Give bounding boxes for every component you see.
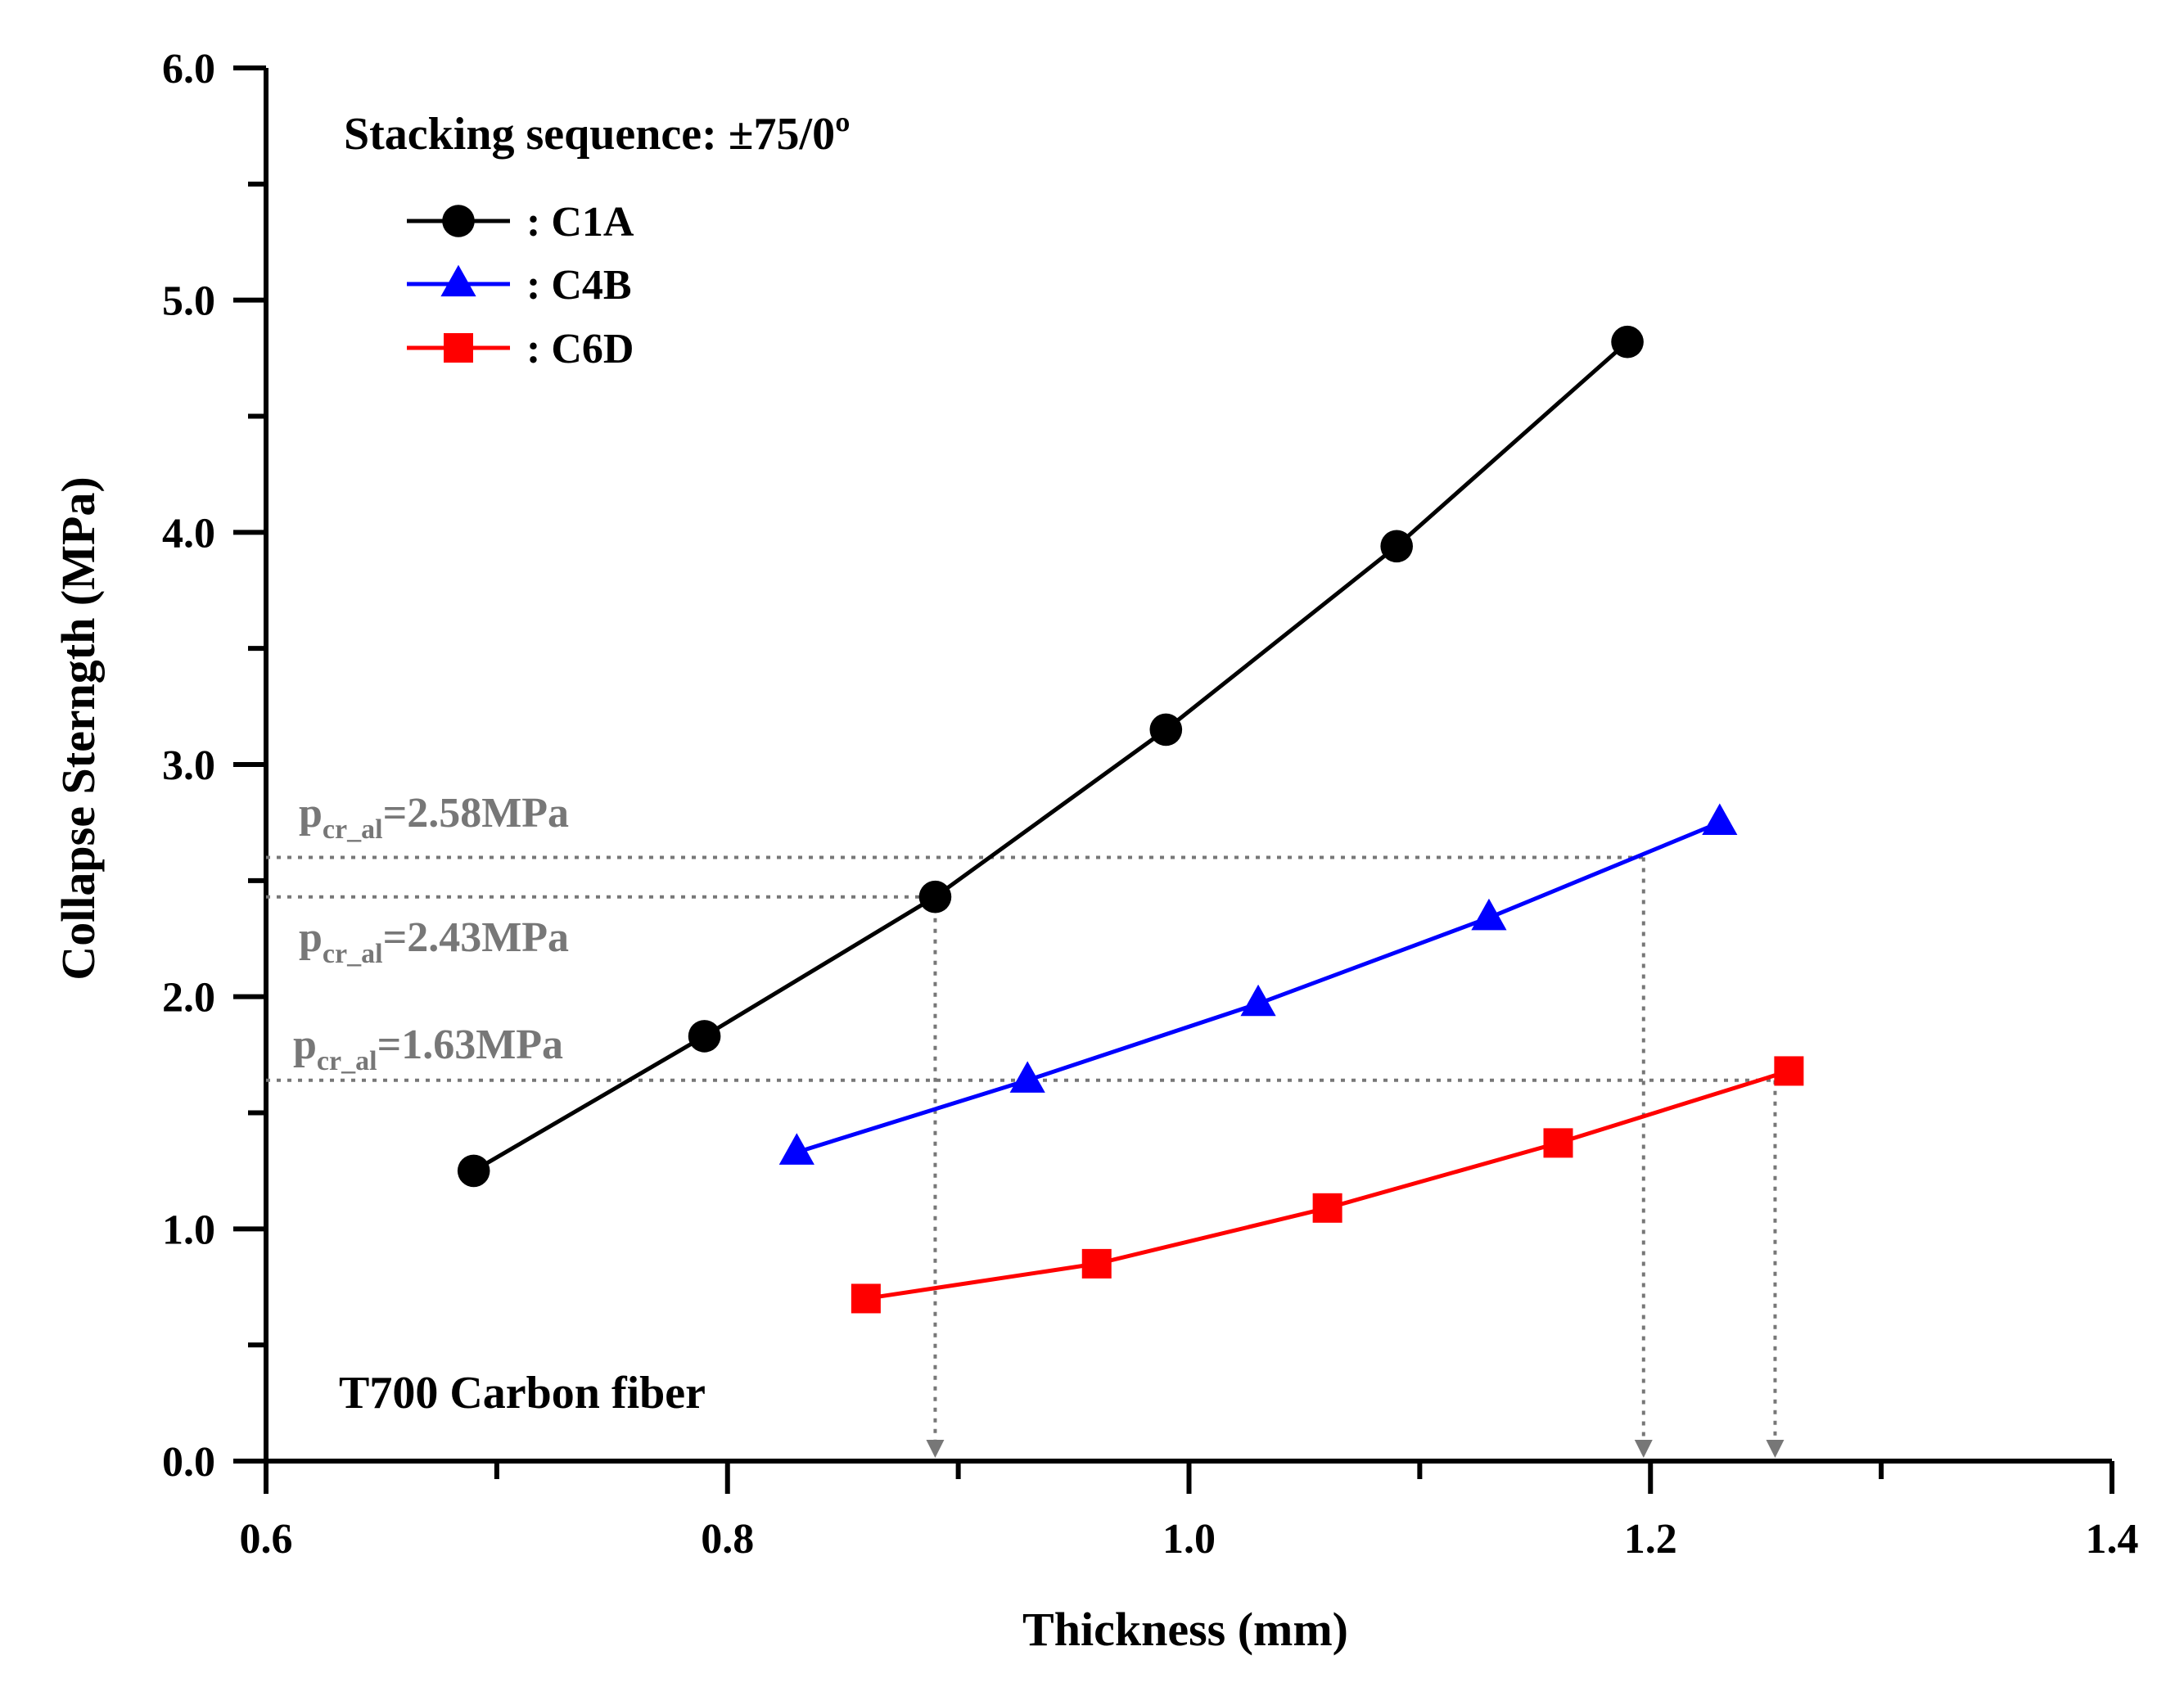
legend: : C1A : C4B : C6D <box>407 199 634 372</box>
reference-label: pcr_al=1.63MPa <box>293 1022 563 1076</box>
reference-arrow-head <box>926 1440 945 1458</box>
y-tick-label: 0.0 <box>162 1439 215 1486</box>
reference-label: pcr_al=2.43MPa <box>299 914 569 969</box>
reference-label: pcr_al=2.58MPa <box>299 790 569 845</box>
data-point-triangle <box>440 264 476 297</box>
data-point-circle <box>457 1154 490 1188</box>
axes: 0.0 1.0 2.0 3.0 4.0 5.0 6.0 0.6 0.8 1.0 1.2 1.4 <box>162 46 2139 1563</box>
annotation-text: T700 Carbon fiber <box>339 1368 706 1419</box>
data-series <box>457 325 1804 1314</box>
data-point-square <box>1774 1056 1804 1086</box>
series-line <box>865 1069 1790 1301</box>
y-tick-label: 1.0 <box>162 1207 215 1253</box>
y-tick-label: 6.0 <box>162 46 215 92</box>
x-tick-label: 0.6 <box>240 1516 293 1563</box>
data-point-circle <box>1149 713 1183 747</box>
legend-label: : C4B <box>526 262 632 309</box>
legend-label: : C6D <box>526 326 634 372</box>
data-point-circle <box>688 1020 721 1053</box>
data-point-circle <box>442 205 475 237</box>
data-point-triangle <box>1009 1061 1045 1093</box>
reference-arrow-head <box>1634 1440 1653 1458</box>
x-tick-label: 1.4 <box>2086 1516 2139 1563</box>
x-axis-label: Thickness (mm) <box>1022 1603 1348 1656</box>
data-point-square <box>1543 1128 1573 1158</box>
legend-label: : C1A <box>526 199 634 246</box>
x-tick-label: 0.8 <box>701 1516 754 1563</box>
data-point-circle <box>918 880 952 913</box>
y-axis-label: Collapse Sterngth (MPa) <box>52 476 105 980</box>
reference-arrow-head <box>1766 1440 1785 1458</box>
y-tick-label: 5.0 <box>162 278 215 325</box>
data-point-square <box>1081 1248 1112 1279</box>
data-point-triangle <box>1702 803 1738 836</box>
reference-lines: pcr_al=2.58MPa pcr_al=2.43MPa pcr_al=1.63M… <box>266 790 1785 1458</box>
data-point-circle <box>1380 530 1413 563</box>
data-point-square <box>1312 1193 1342 1223</box>
y-tick-label: 3.0 <box>162 742 215 789</box>
data-point-square <box>851 1283 881 1314</box>
y-tick-label: 2.0 <box>162 975 215 1022</box>
data-point-triangle <box>1240 984 1276 1017</box>
series-3 <box>851 1056 1804 1314</box>
x-tick-label: 1.0 <box>1162 1516 1216 1563</box>
data-point-triangle <box>778 1133 814 1165</box>
data-point-triangle <box>1471 898 1507 931</box>
legend-title: Stacking sequence: ±75/0º <box>344 109 851 160</box>
series-1 <box>457 325 1644 1188</box>
data-point-circle <box>1611 325 1644 359</box>
series-line <box>472 340 1629 1173</box>
y-tick-label: 4.0 <box>162 510 215 557</box>
x-tick-label: 1.2 <box>1624 1516 1677 1563</box>
series-2 <box>778 803 1738 1165</box>
data-point-square <box>444 333 473 363</box>
